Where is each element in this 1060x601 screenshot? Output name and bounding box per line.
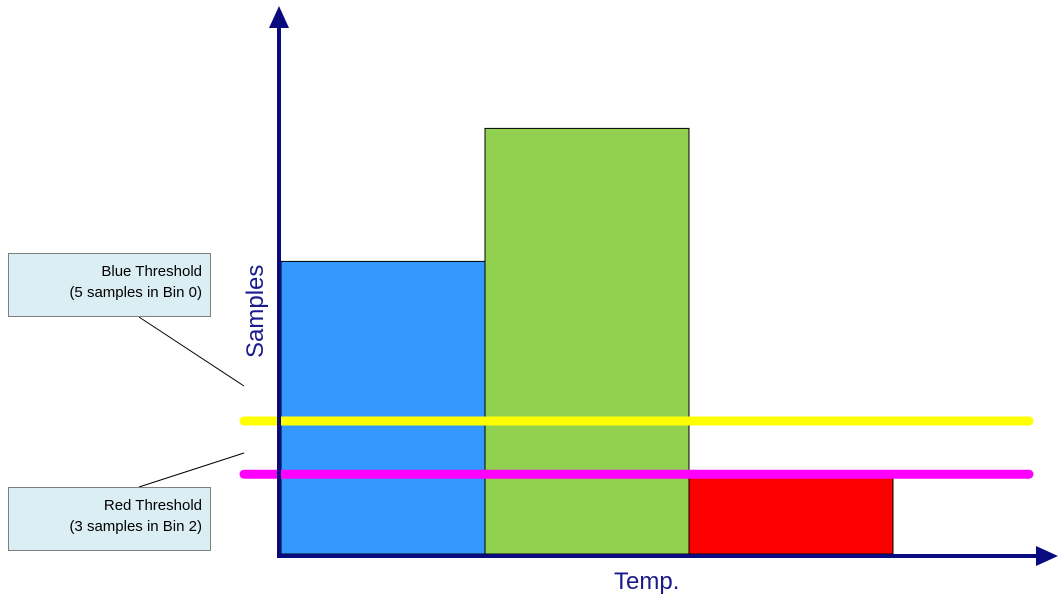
blue-threshold-callout: Blue Threshold (5 samples in Bin 0) [8, 253, 211, 317]
red-threshold-label: Red Threshold [103, 497, 202, 514]
blue-threshold-leader [138, 316, 245, 387]
bars-group [280, 127, 894, 555]
bar-bin-2 [688, 473, 894, 555]
blue-threshold-note: (5 samples in Bin 0) [69, 284, 202, 301]
bar-bin-1 [484, 127, 690, 555]
red-threshold-leader [138, 452, 245, 488]
threshold-lines-group [239, 416, 1034, 479]
y-axis-label: Samples [242, 264, 269, 358]
y-axis-arrow-icon [269, 6, 289, 28]
axes-group [269, 6, 1058, 566]
red-threshold-note: (3 samples in Bin 2) [69, 518, 202, 535]
blue-threshold-label: Blue Threshold [101, 263, 202, 280]
x-axis-label: Temp. [614, 568, 680, 595]
bar-bin-0 [280, 260, 486, 555]
x-axis-arrow-icon [1036, 546, 1058, 566]
red-threshold-callout: Red Threshold (3 samples in Bin 2) [8, 487, 211, 551]
callout-leader-lines [138, 316, 245, 488]
